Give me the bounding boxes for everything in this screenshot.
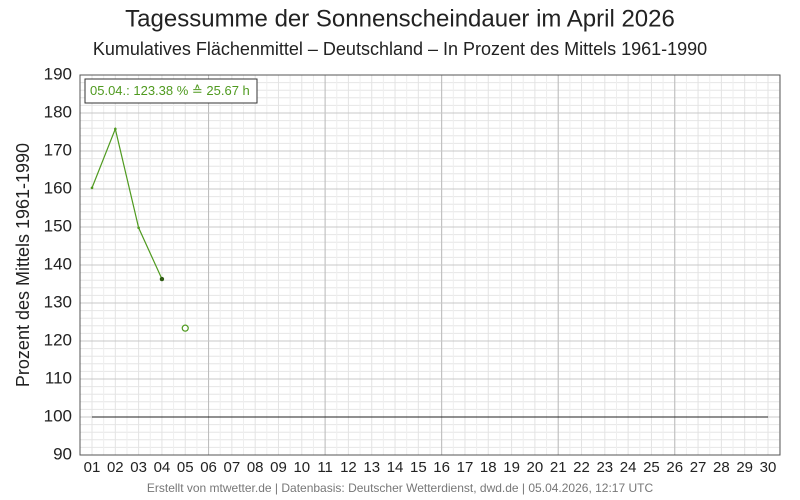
y-tick-label: 100 [44, 406, 72, 425]
current-point [181, 324, 189, 332]
x-tick-label: 30 [760, 459, 777, 476]
x-tick-label: 02 [107, 459, 124, 476]
x-tick-label: 06 [200, 459, 217, 476]
y-tick-label: 180 [44, 102, 72, 121]
x-tick-label: 13 [363, 459, 380, 476]
annotation-box [84, 78, 258, 104]
x-tick-label: 18 [480, 459, 497, 476]
y-tick-label: 170 [44, 140, 72, 159]
x-tick-label: 04 [154, 459, 171, 476]
y-tick-label: 150 [44, 216, 72, 235]
x-tick-label: 25 [643, 459, 660, 476]
y-tick-label: 140 [44, 254, 72, 273]
y-tick-label: 190 [44, 64, 72, 83]
x-tick-label: 11 [317, 459, 333, 476]
x-tick-label: 19 [503, 459, 520, 476]
x-tick-label: 16 [433, 459, 450, 476]
data-point [114, 127, 117, 131]
y-tick-label: 160 [44, 178, 72, 197]
x-tick-label: 10 [293, 459, 310, 476]
x-tick-label: 03 [130, 459, 147, 476]
x-tick-label: 01 [84, 459, 101, 476]
x-tick-label: 22 [573, 459, 590, 476]
x-tick-label: 07 [224, 459, 241, 476]
y-tick-label: 130 [44, 292, 72, 311]
x-tick-label: 27 [690, 459, 707, 476]
x-tick-label: 24 [620, 459, 637, 476]
footer: Erstellt von mtwetter.de | Datenbasis: D… [147, 481, 654, 495]
x-tick-label: 28 [713, 459, 730, 476]
data-line [91, 126, 163, 280]
y-axis-label: Prozent des Mittels 1961-1990 [13, 143, 33, 387]
x-tick-label: 15 [410, 459, 427, 476]
data-point [159, 276, 165, 282]
chart-subtitle: Kumulatives Flächenmittel – Deutschland … [93, 39, 707, 59]
plot-frame [79, 74, 781, 456]
y-tick-label: 90 [53, 444, 72, 463]
x-tick-label: 20 [527, 459, 544, 476]
x-tick-label: 05 [177, 459, 194, 476]
x-tick-label: 12 [340, 459, 357, 476]
x-tick-label: 08 [247, 459, 264, 476]
data-point [90, 186, 94, 190]
x-tick-label: 26 [666, 459, 683, 476]
x-tick-label: 14 [387, 459, 404, 476]
x-tick-label: 17 [457, 459, 474, 476]
y-tick-label: 110 [45, 368, 72, 387]
y-tick-label: 120 [44, 330, 72, 349]
x-tick-label: 21 [550, 459, 567, 476]
chart-title: Tagessumme der Sonnenscheindauer im Apri… [125, 5, 675, 32]
x-tick-label: 29 [736, 459, 753, 476]
data-point [137, 226, 140, 230]
annotation: 05.04.: 123.38 % ≙ 25.67 h [90, 83, 250, 98]
x-tick-label: 23 [596, 459, 613, 476]
x-tick-label: 09 [270, 459, 287, 476]
